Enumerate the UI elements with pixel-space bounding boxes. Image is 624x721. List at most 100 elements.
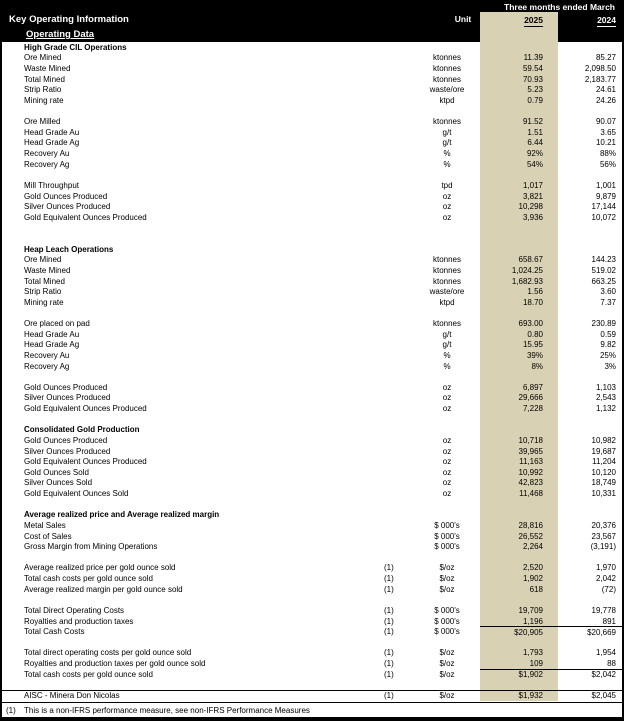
spacer-row <box>2 169 622 181</box>
row-unit: tpd <box>441 180 453 190</box>
row-label <box>2 308 384 319</box>
row-label: Average realized price per gold ounce so… <box>24 563 176 573</box>
spacer-row <box>2 637 622 648</box>
row-label: Average realized price and Average reali… <box>24 510 220 520</box>
row-value-2024 <box>558 552 622 563</box>
row-value-2025: 1,902 <box>480 573 558 584</box>
row-value-2025: 0.79 <box>480 95 558 106</box>
row-value-2024 <box>558 680 622 691</box>
row-value-2025: 10,992 <box>480 467 558 478</box>
row-unit: oz <box>442 457 452 467</box>
row-unit: ktonnes <box>432 319 462 329</box>
row-label <box>2 552 384 563</box>
row-value-2025: 2,520 <box>480 562 558 574</box>
row-footnote-ref: (1) <box>384 659 394 669</box>
row-label: Ore placed on pad <box>24 319 90 329</box>
row-unit: ktonnes <box>432 53 462 63</box>
year-2024-column-header: 2024 <box>558 15 622 27</box>
highlight-column-header-background <box>480 12 558 42</box>
section-header-row: Average realized price and Average reali… <box>2 509 622 521</box>
operating-data-table: High Grade CIL Operations Ore Mined ktonne… <box>2 42 622 702</box>
row-value-2024: 3.65 <box>600 127 616 137</box>
row-label <box>2 106 384 117</box>
row-value-2025: 18.70 <box>480 297 558 308</box>
row-footnote-ref: (1) <box>384 627 394 637</box>
row-value-2024: 9.82 <box>600 340 616 350</box>
row-unit: % <box>443 149 451 159</box>
row-value-2025: 70.93 <box>480 73 558 85</box>
row-label: Total cash costs per gold ounce sold <box>24 574 153 584</box>
row-value-2025: 1,793 <box>480 647 558 659</box>
table-row: Gold Ounces Produced oz 10,718 10,982 <box>2 435 622 446</box>
row-unit: % <box>443 159 451 169</box>
row-label <box>2 371 384 382</box>
row-unit <box>414 680 480 691</box>
row-footnote-ref <box>384 212 414 223</box>
row-label: Ore Mined <box>24 53 62 63</box>
row-value-2025: 618 <box>480 583 558 595</box>
section-header-row: Consolidated Gold Production <box>2 424 622 436</box>
row-value-2024: 19,687 <box>591 446 616 456</box>
row-value-2025: 1.56 <box>480 286 558 297</box>
table-row: Gold Equivalent Ounces Produced oz 11,163 1… <box>2 456 622 467</box>
row-unit <box>414 223 480 234</box>
row-label: Strip Ratio <box>24 287 62 297</box>
row-unit: oz <box>442 191 452 201</box>
row-unit <box>414 510 480 521</box>
row-value-2024 <box>558 233 622 244</box>
table-row: Gold Equivalent Ounces Produced oz 7,228 1,… <box>2 403 622 414</box>
row-value-2024: 3% <box>604 361 616 371</box>
row-label: Gold Ounces Produced <box>24 191 108 201</box>
table-row: Mining rate ktpd 0.79 24.26 <box>2 95 622 106</box>
row-footnote-ref <box>384 265 414 276</box>
row-value-2024: 25% <box>599 350 616 360</box>
row-footnote-ref <box>384 637 414 648</box>
row-label: Heap Leach Operations <box>24 244 114 254</box>
row-value-2024 <box>558 371 622 382</box>
row-value-2025 <box>480 169 558 181</box>
row-unit: % <box>443 361 451 371</box>
table-row: Total cash costs per gold ounce sold (1) $… <box>2 668 622 680</box>
row-unit: oz <box>442 446 452 456</box>
row-footnote-ref <box>384 159 414 170</box>
row-label: Cost of Sales <box>24 531 72 541</box>
table-row: Waste Mined ktonnes 59.54 2,098.50 <box>2 63 622 74</box>
row-label: Silver Ounces Produced <box>24 446 111 456</box>
row-footnote-ref <box>384 446 414 457</box>
row-value-2024: 85.27 <box>595 53 616 63</box>
row-footnote-ref <box>384 127 414 138</box>
spacer-row <box>2 413 622 425</box>
row-value-2024: 9,879 <box>595 191 616 201</box>
table-row: Recovery Au% 39% 25% <box>2 350 622 361</box>
row-value-2025: 11,468 <box>480 488 558 499</box>
row-footnote-ref <box>384 191 414 202</box>
table-row: Ore Milled ktonnes 91.52 90.07 <box>2 116 622 127</box>
row-footnote-ref: (1) <box>384 648 394 658</box>
row-value-2024: 2,543 <box>595 393 616 403</box>
row-value-2024 <box>558 308 622 319</box>
row-value-2024 <box>558 510 622 521</box>
row-footnote-ref <box>384 170 414 181</box>
row-footnote-ref <box>384 201 414 212</box>
row-label: Mining rate <box>24 297 64 307</box>
table-row: Total Mined ktonnes 70.93 2,183.77 <box>2 73 622 85</box>
row-footnote-ref <box>384 371 414 382</box>
row-label: Head Grade Au <box>24 329 80 339</box>
row-footnote-ref <box>384 520 414 531</box>
row-value-2024: 24.26 <box>595 95 616 105</box>
row-label: Total Direct Operating Costs <box>24 605 125 615</box>
row-label: Head Grade Ag <box>24 340 80 350</box>
row-label <box>2 170 384 181</box>
row-value-2024: 10.21 <box>595 138 616 148</box>
row-footnote-ref <box>384 74 414 85</box>
row-value-2025: 693.00 <box>480 318 558 329</box>
row-footnote-ref: (1) <box>384 669 394 679</box>
row-footnote-ref <box>384 233 414 244</box>
table-row: Average realized margin per gold ounce s… <box>2 583 622 595</box>
row-footnote-ref <box>384 308 414 319</box>
table-row: Strip Ratio waste/ore 5.23 24.61 <box>2 84 622 96</box>
row-label <box>2 414 384 425</box>
row-footnote-ref <box>384 510 414 521</box>
row-unit <box>414 595 480 606</box>
row-value-2024: 10,982 <box>591 435 616 445</box>
